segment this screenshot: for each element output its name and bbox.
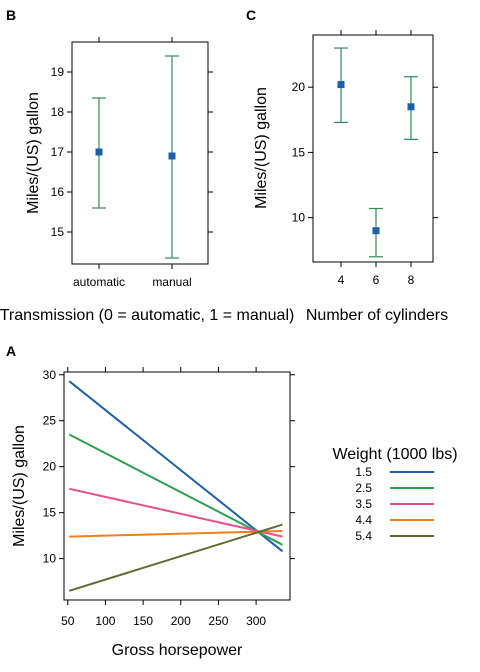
panel-a-ytick-label: 20 <box>43 460 57 474</box>
panel-a-xtick-label: 150 <box>133 614 153 628</box>
panel-c-xtick-label: 4 <box>338 273 345 287</box>
panel-c-xtick-label: 6 <box>373 273 380 287</box>
legend-label-4.4: 4.4 <box>355 513 372 527</box>
panel-c-xlabel: Number of cylinders <box>306 307 448 324</box>
panel-a-plot: 10 15 20 25 30 50 100 150 200 250 300 <box>43 367 295 628</box>
panel-c-ytick-label: 10 <box>292 211 306 225</box>
panel-letter-a: A <box>6 343 16 359</box>
panel-b-xlabel: Transmission (0 = automatic, 1 = manual) <box>0 307 294 324</box>
series-line-2.5 <box>68 433 283 546</box>
panel-a-ytick-label: 10 <box>43 552 57 566</box>
series-line-5.4 <box>69 523 283 592</box>
panel-a-xtick-label: 100 <box>95 614 115 628</box>
legend: Weight (1000 lbs) 1.5 2.5 3.5 4.4 5.4 <box>332 446 457 543</box>
panel-b-plot: 15 16 17 18 19 automatic manual <box>51 37 213 289</box>
panel-b-point <box>95 148 103 156</box>
series-line-3.5 <box>69 487 283 538</box>
panel-c-ylabel: Miles/(US) gallon <box>253 87 270 209</box>
legend-label-2.5: 2.5 <box>355 481 372 495</box>
panel-a-ylabel: Miles/(US) gallon <box>11 425 28 547</box>
panel-a-ytick-label: 15 <box>43 506 57 520</box>
panel-b-ytick-label: 16 <box>51 185 65 199</box>
panel-b-ytick-label: 18 <box>51 105 65 119</box>
panel-b-frame <box>71 41 209 265</box>
series-line-4.4 <box>69 530 283 538</box>
panel-a-frame <box>63 371 291 601</box>
panel-b-ytick-label: 15 <box>51 225 65 239</box>
panel-c-ytick-label: 15 <box>292 145 306 159</box>
panel-b-ytick-label: 17 <box>51 145 65 159</box>
panel-a-xtick-label: 200 <box>171 614 191 628</box>
panel-a-xtick-label: 250 <box>208 614 228 628</box>
panel-c-point <box>337 81 345 89</box>
panel-b-xtick-label: manual <box>152 275 191 289</box>
legend-label-3.5: 3.5 <box>355 497 372 511</box>
panel-c-plot: 10 15 20 4 6 8 <box>292 30 438 287</box>
panel-b-xtick-label: automatic <box>73 275 125 289</box>
panel-letter-b: B <box>6 7 16 23</box>
panel-a-ytick-label: 30 <box>43 368 57 382</box>
panel-a-xtick-label: 50 <box>61 614 75 628</box>
panel-a-ytick-label: 25 <box>43 414 57 428</box>
panel-c-ytick-label: 20 <box>292 80 306 94</box>
panel-c-xtick-label: 8 <box>408 273 415 287</box>
panel-b-point <box>168 152 176 160</box>
panel-c-point <box>407 103 415 111</box>
panel-b-ytick-label: 19 <box>51 65 65 79</box>
panel-letter-c: C <box>246 7 256 23</box>
panel-c-frame <box>312 34 434 263</box>
legend-title: Weight (1000 lbs) <box>332 446 457 463</box>
panel-a-xlabel: Gross horsepower <box>112 642 243 659</box>
panel-c-point <box>372 227 380 235</box>
series-line-1.5 <box>68 380 284 553</box>
panel-b-ylabel: Miles/(US) gallon <box>25 92 42 214</box>
legend-label-1.5: 1.5 <box>355 465 372 479</box>
legend-label-5.4: 5.4 <box>355 529 372 543</box>
panel-a-xtick-label: 300 <box>246 614 266 628</box>
